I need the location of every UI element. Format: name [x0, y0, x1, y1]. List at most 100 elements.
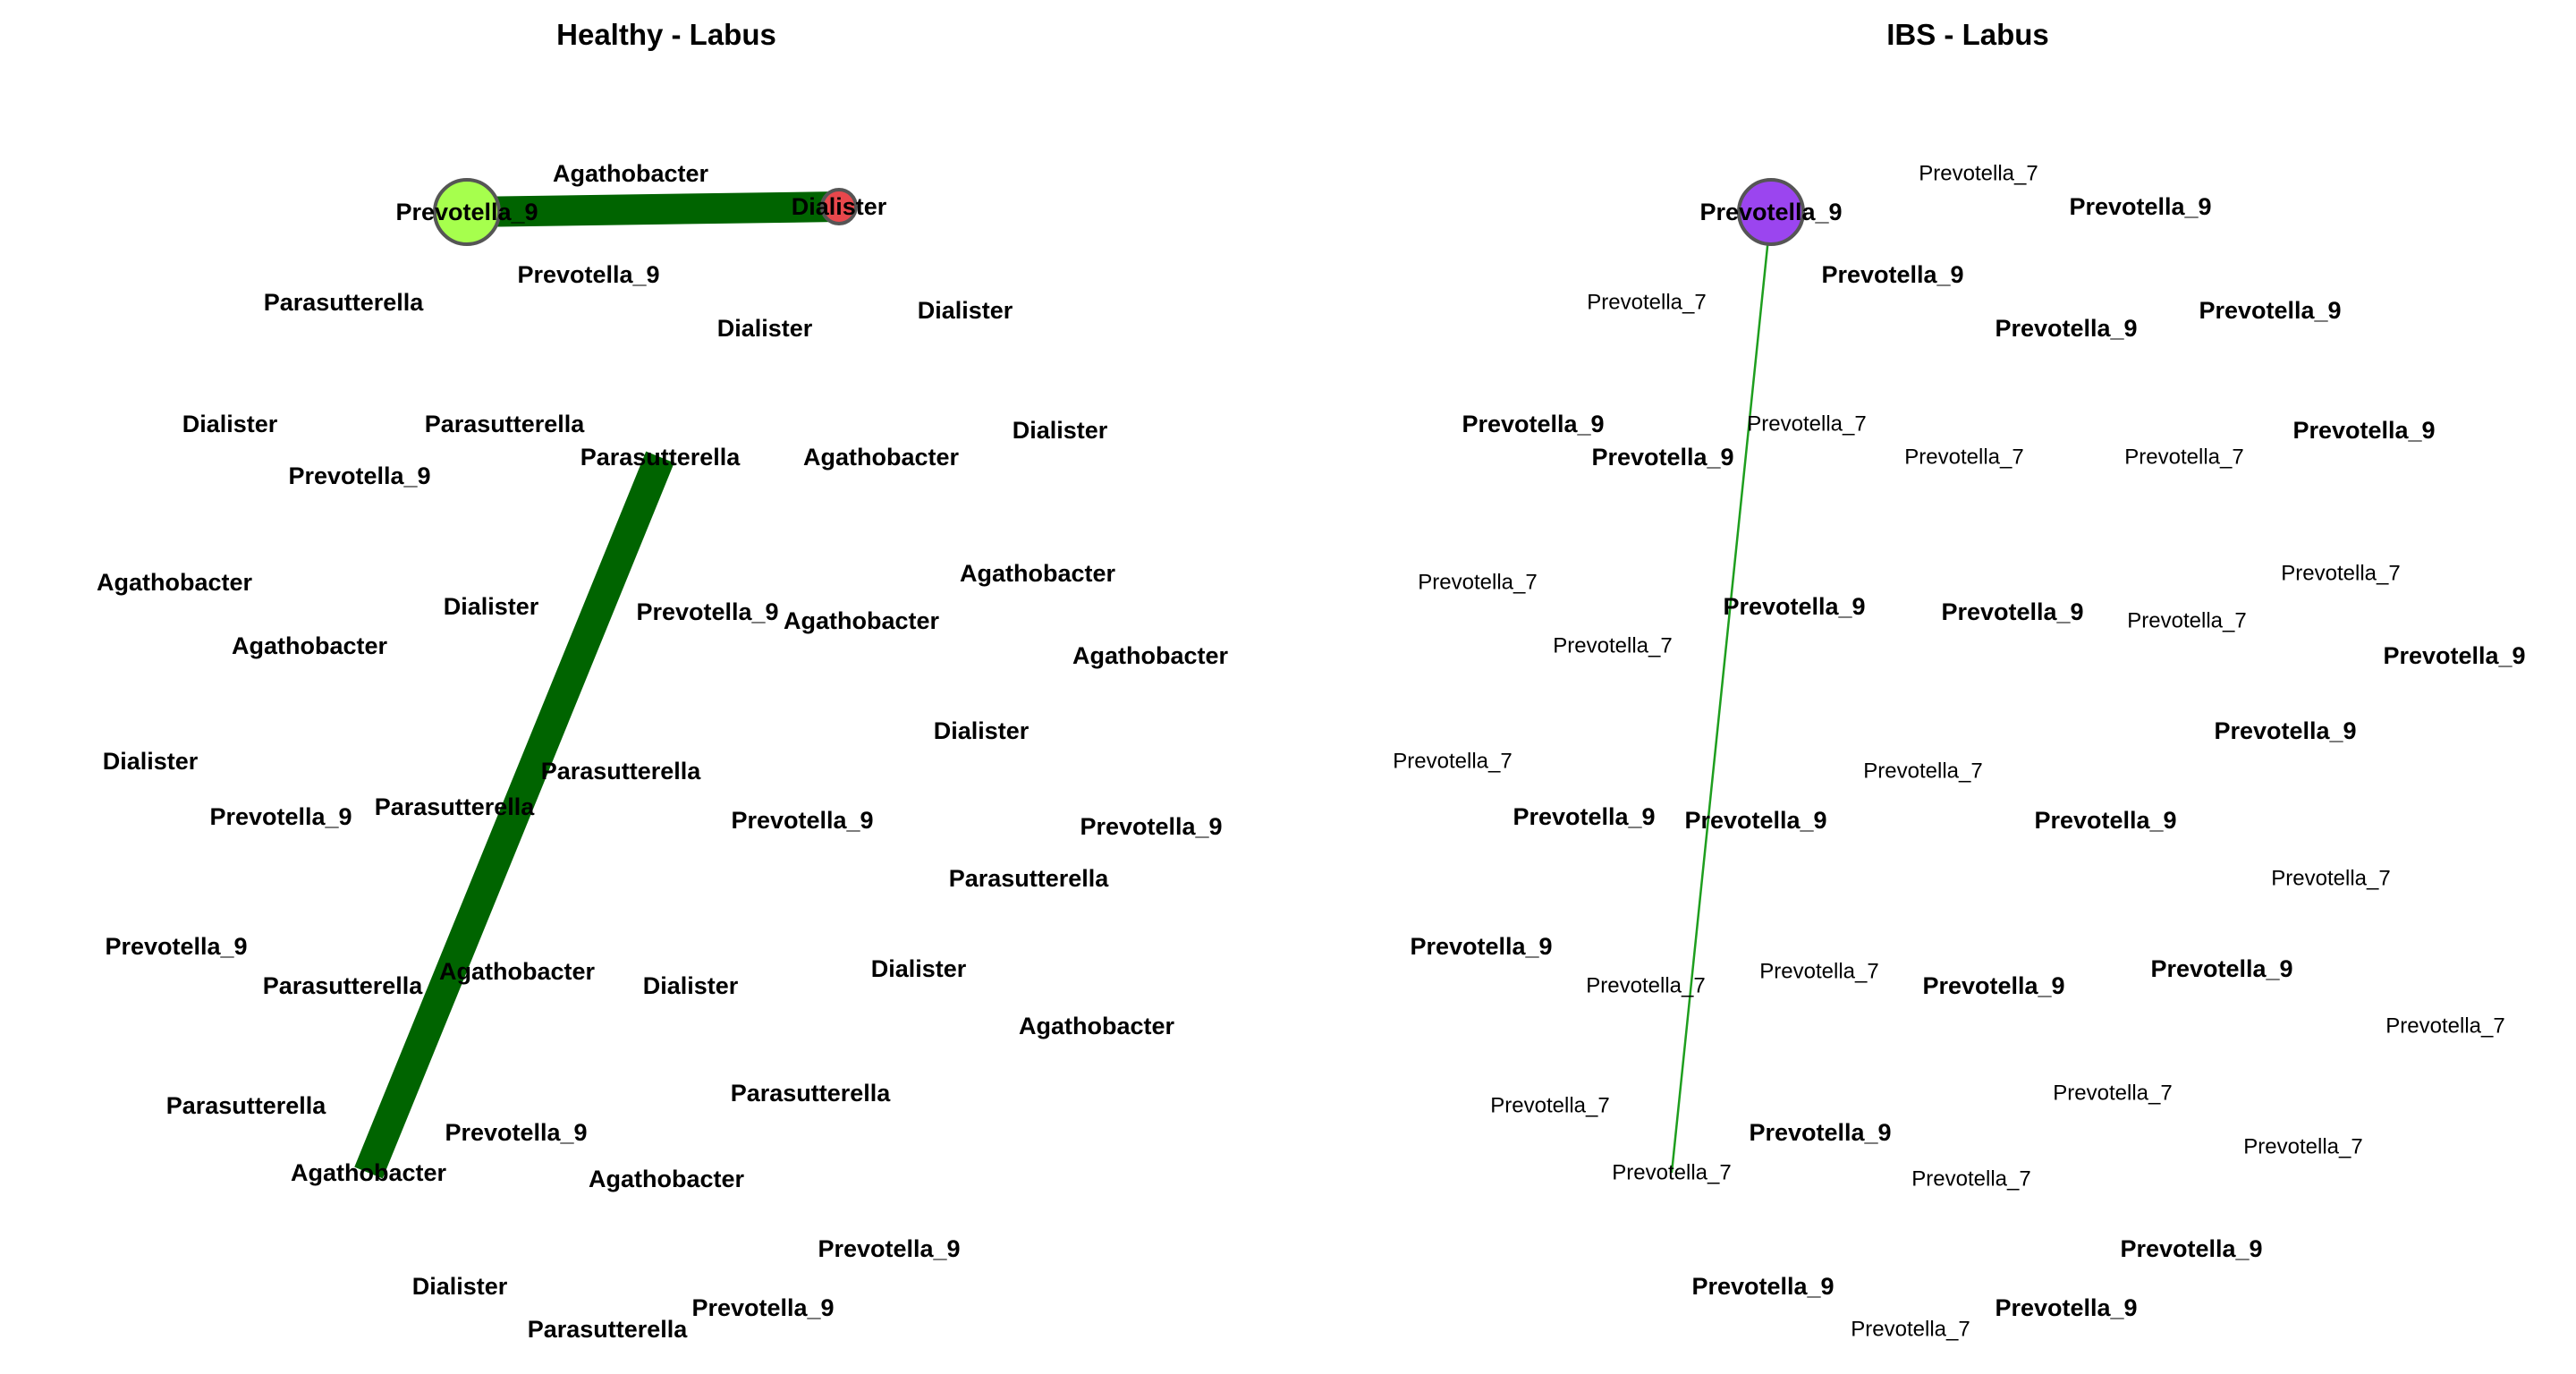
- healthy-node-label-5: Dialister: [717, 315, 813, 342]
- healthy-node-label-26: Prevotella_9: [1080, 813, 1222, 840]
- healthy-node-label-33: Agathobacter: [1019, 1013, 1175, 1039]
- healthy-node-label-6: Dialister: [918, 297, 1013, 324]
- healthy-node-label-29: Agathobacter: [439, 958, 596, 985]
- healthy-node-label-4: Parasutterella: [264, 289, 425, 316]
- ibs-node-label-0: Prevotella_9: [1699, 199, 1842, 225]
- ibs-node-label-17: Prevotella_7: [2127, 609, 2246, 633]
- ibs-node-label-1: Prevotella_7: [1919, 162, 2038, 186]
- healthy-node-label-42: Parasutterella: [528, 1316, 689, 1343]
- ibs-node-label-40: Prevotella_9: [1691, 1273, 1834, 1300]
- healthy-node-label-19: Agathobacter: [1072, 642, 1229, 669]
- ibs-node-label-16: Prevotella_9: [1941, 598, 2083, 625]
- healthy-edges: [354, 191, 840, 1179]
- healthy-node-label-40: Dialister: [412, 1273, 508, 1300]
- healthy-node-labels: Prevotella_9 Dialister Agathobacter Prevote…: [97, 160, 1229, 1343]
- healthy-node-label-23: Prevotella_9: [209, 803, 352, 830]
- ibs-node-label-25: Prevotella_9: [2034, 807, 2176, 834]
- ibs-node-label-42: Prevotella_7: [1851, 1318, 1970, 1342]
- ibs-node-label-32: Prevotella_7: [2385, 1014, 2504, 1039]
- healthy-node-label-18: Agathobacter: [960, 560, 1116, 587]
- ibs-network-panel: IBS - Labus Prevotella_9Prevotella_7Prev…: [1393, 18, 2525, 1342]
- ibs-node-label-7: Prevotella_9: [1462, 411, 1604, 437]
- ibs-node-label-31: Prevotella_9: [2150, 955, 2292, 982]
- ibs-node-label-26: Prevotella_7: [2271, 867, 2390, 891]
- ibs-node-label-4: Prevotella_7: [1587, 291, 1706, 315]
- ibs-node-label-9: Prevotella_9: [1591, 444, 1733, 471]
- ibs-node-label-8: Prevotella_7: [1747, 412, 1866, 437]
- healthy-node-label-21: Dialister: [103, 748, 199, 775]
- healthy-node-label-37: Agathobacter: [291, 1159, 447, 1186]
- ibs-node-label-22: Prevotella_9: [1513, 803, 1655, 830]
- ibs-node-label-11: Prevotella_7: [2124, 445, 2243, 470]
- ibs-node-label-36: Prevotella_7: [1612, 1161, 1731, 1185]
- healthy-node-circle-1: [820, 188, 858, 225]
- healthy-edge-1: [354, 451, 674, 1179]
- healthy-node-label-38: Agathobacter: [589, 1166, 745, 1192]
- ibs-node-label-5: Prevotella_9: [1995, 315, 2137, 342]
- ibs-node-label-23: Prevotella_7: [1863, 759, 1982, 784]
- healthy-node-label-32: Parasutterella: [263, 972, 424, 999]
- healthy-node-label-20: Dialister: [934, 717, 1030, 744]
- healthy-node-label-14: Agathobacter: [232, 632, 388, 659]
- healthy-panel-title: Healthy - Labus: [556, 18, 776, 51]
- healthy-node-label-25: Prevotella_9: [731, 807, 873, 834]
- healthy-node-label-3: Prevotella_9: [517, 261, 659, 288]
- healthy-node-label-28: Prevotella_9: [105, 933, 247, 960]
- ibs-node-label-29: Prevotella_7: [1759, 960, 1878, 984]
- ibs-edge-0: [1670, 211, 1773, 1174]
- healthy-node-label-15: Dialister: [444, 593, 539, 620]
- ibs-node-label-21: Prevotella_7: [1393, 750, 1512, 774]
- healthy-node-label-27: Parasutterella: [949, 865, 1110, 892]
- healthy-node-label-22: Parasutterella: [375, 793, 536, 820]
- healthy-node-label-39: Prevotella_9: [818, 1235, 960, 1262]
- ibs-node-label-38: Prevotella_7: [2243, 1135, 2362, 1159]
- ibs-node-label-19: Prevotella_9: [2383, 642, 2525, 669]
- healthy-node-label-11: Dialister: [1013, 417, 1108, 444]
- ibs-node-label-6: Prevotella_9: [2199, 297, 2341, 324]
- ibs-node-label-20: Prevotella_9: [2214, 717, 2356, 744]
- ibs-node-label-18: Prevotella_7: [2281, 562, 2400, 586]
- healthy-node-label-24: Parasutterella: [541, 758, 702, 785]
- ibs-node-label-3: Prevotella_9: [1821, 261, 1963, 288]
- ibs-node-label-39: Prevotella_9: [2120, 1235, 2262, 1262]
- ibs-node-label-10: Prevotella_7: [1904, 445, 2023, 470]
- healthy-node-label-34: Parasutterella: [166, 1092, 327, 1119]
- ibs-node-label-15: Prevotella_9: [1723, 593, 1865, 620]
- ibs-node-label-28: Prevotella_7: [1586, 974, 1705, 998]
- healthy-node-label-31: Dialister: [871, 955, 967, 982]
- healthy-node-circle-0: [433, 178, 501, 246]
- healthy-node-label-2: Agathobacter: [553, 160, 709, 187]
- ibs-node-label-34: Prevotella_7: [2053, 1081, 2172, 1106]
- ibs-node-circle-0: [1737, 178, 1805, 246]
- healthy-node-label-9: Parasutterella: [580, 444, 741, 471]
- healthy-node-label-7: Dialister: [182, 411, 278, 437]
- ibs-node-circles: [1737, 178, 1805, 246]
- healthy-edge-0: [466, 191, 840, 227]
- healthy-node-label-17: Agathobacter: [784, 607, 940, 634]
- ibs-node-label-14: Prevotella_7: [1553, 634, 1672, 658]
- ibs-node-label-2: Prevotella_9: [2069, 193, 2211, 220]
- healthy-node-label-41: Prevotella_9: [691, 1294, 834, 1321]
- healthy-node-label-30: Dialister: [643, 972, 739, 999]
- ibs-node-label-37: Prevotella_7: [1911, 1167, 2030, 1192]
- ibs-panel-title: IBS - Labus: [1886, 18, 2049, 51]
- ibs-node-label-27: Prevotella_9: [1410, 933, 1552, 960]
- ibs-node-label-12: Prevotella_9: [2292, 417, 2435, 444]
- ibs-node-label-35: Prevotella_9: [1749, 1119, 1891, 1146]
- ibs-node-label-13: Prevotella_7: [1418, 571, 1537, 595]
- healthy-node-label-0: Prevotella_9: [395, 199, 538, 225]
- ibs-node-labels: Prevotella_9 Prevotella_7 Prevotella_9 Prev…: [1393, 162, 2525, 1342]
- healthy-node-circles: [433, 178, 858, 246]
- ibs-edges: [1670, 211, 1773, 1174]
- ibs-node-label-24: Prevotella_9: [1684, 807, 1826, 834]
- ibs-node-label-41: Prevotella_9: [1995, 1294, 2137, 1321]
- ibs-node-label-30: Prevotella_9: [1922, 972, 2064, 999]
- healthy-network-panel: Healthy - Labus Prevotella_9 Dialister Aga…: [97, 18, 1229, 1343]
- ibs-node-label-33: Prevotella_7: [1490, 1094, 1609, 1118]
- healthy-node-label-12: Prevotella_9: [288, 462, 430, 489]
- healthy-node-label-35: Parasutterella: [731, 1080, 892, 1107]
- healthy-node-label-10: Agathobacter: [803, 444, 960, 471]
- healthy-node-label-8: Parasutterella: [425, 411, 586, 437]
